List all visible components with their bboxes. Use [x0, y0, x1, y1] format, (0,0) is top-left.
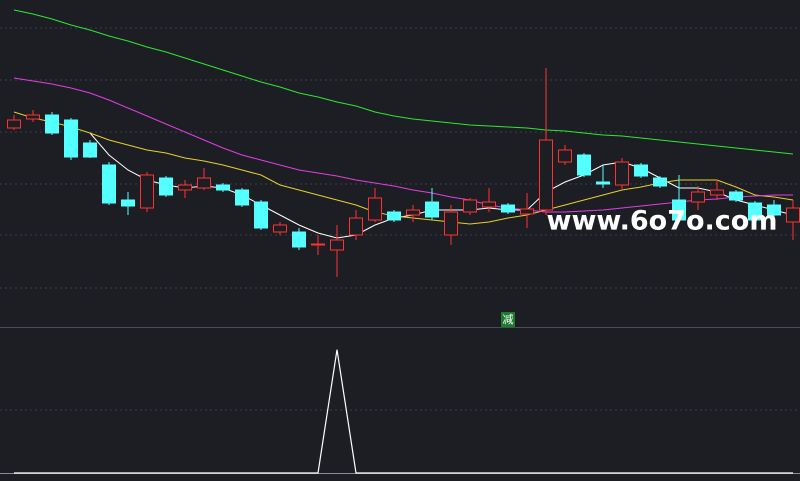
candle-body: [691, 191, 705, 203]
annotation: 减: [503, 313, 514, 326]
candle-body: [349, 217, 363, 236]
candle-body: [786, 207, 800, 223]
candle-body: [672, 199, 686, 221]
annotation-box: [501, 312, 515, 327]
candle-body: [653, 177, 667, 187]
candle-body: [159, 177, 173, 196]
ma-line: [13, 9, 794, 155]
candle-body: [102, 164, 116, 204]
candle-body: [45, 114, 59, 134]
candle-body: [748, 202, 762, 221]
candle-body: [596, 181, 610, 185]
candle-body: [558, 149, 572, 163]
candle-body: [406, 209, 420, 216]
candle-body: [387, 211, 401, 221]
watermark: www.6o7o.com: [547, 206, 778, 237]
candle-body: [368, 197, 382, 221]
candle-body: [292, 231, 306, 248]
candle-body: [254, 201, 268, 229]
ma-line: [13, 77, 793, 213]
candle-body: [520, 208, 534, 215]
candle-body: [710, 189, 724, 196]
candle-body: [444, 211, 458, 236]
candle-body: [615, 161, 629, 186]
candle-body: [178, 184, 192, 191]
candle-body: [311, 243, 325, 246]
candle-body: [216, 184, 230, 191]
candle-body: [463, 199, 477, 213]
candle-body: [197, 177, 211, 189]
candle-body: [634, 164, 648, 177]
candle-body: [121, 199, 135, 207]
candle-body: [273, 224, 287, 233]
candle-body: [64, 119, 78, 158]
candle-body: [482, 201, 496, 208]
candle-body: [140, 174, 154, 209]
candle-body: [330, 239, 344, 251]
candle-body: [577, 154, 591, 176]
candle-body: [729, 191, 743, 201]
indicator-line: [14, 349, 793, 474]
candle-body: [235, 189, 249, 206]
candle-body: [83, 142, 97, 158]
candle-body: [539, 139, 553, 211]
candle-body: [7, 119, 21, 129]
candle-body: [425, 201, 439, 218]
candle-body: [501, 204, 515, 213]
candle-body: [26, 114, 40, 120]
candle-body: [767, 204, 781, 216]
